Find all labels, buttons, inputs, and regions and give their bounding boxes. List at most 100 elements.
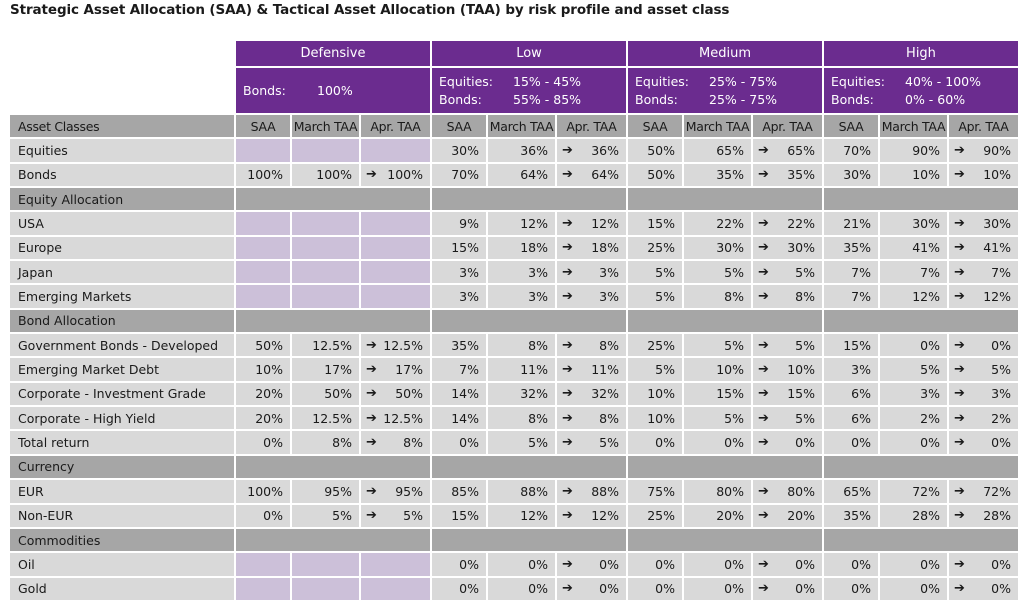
cell-value: 5% — [599, 435, 619, 451]
column-header: March TAA — [684, 115, 751, 140]
cell-value: 17% — [395, 362, 423, 378]
value-cell-march-taa: 8% — [488, 334, 555, 359]
not-applicable-cell — [292, 285, 359, 310]
table-corner-blank — [10, 68, 234, 115]
value-cell-saa: 50% — [628, 163, 682, 189]
arrow-right-icon: ➔ — [954, 386, 965, 402]
range-value: 25% - 75% — [709, 91, 778, 107]
arrow-right-icon: ➔ — [562, 483, 573, 499]
value-cell-apr-taa: ➔ 0% — [753, 431, 822, 456]
cell-value: 3% — [599, 264, 619, 280]
value-cell-saa: 0% — [824, 431, 878, 456]
cell-value: 80% — [787, 483, 815, 499]
column-header: Apr. TAA — [361, 115, 430, 140]
value-cell-apr-taa: ➔ 3% — [949, 382, 1018, 408]
arrow-right-icon: ➔ — [758, 556, 769, 572]
value-cell-march-taa: 88% — [488, 480, 555, 505]
cell-value: 2% — [991, 410, 1011, 426]
value-cell-apr-taa: ➔ 50% — [361, 382, 430, 408]
row-label: Bonds — [10, 163, 234, 189]
value-cell-march-taa: 0% — [684, 577, 751, 602]
value-cell-apr-taa: ➔ 35% — [753, 163, 822, 189]
value-cell-apr-taa: ➔ 0% — [949, 431, 1018, 456]
value-cell-saa: 5% — [628, 285, 682, 310]
arrow-right-icon: ➔ — [366, 410, 377, 426]
value-cell-march-taa: 64% — [488, 163, 555, 189]
value-cell-apr-taa: ➔ 12% — [949, 285, 1018, 310]
arrow-right-icon: ➔ — [562, 143, 573, 159]
cell-value: 8% — [599, 410, 619, 426]
profile-range-medium: Equities: 25% - 75% Bonds: 25% - 75% — [628, 68, 822, 115]
section-filler — [824, 309, 1018, 335]
not-applicable-cell — [361, 285, 430, 310]
section-filler — [236, 528, 430, 554]
profile-range-high: Equities: 40% - 100% Bonds: 0% - 60% — [824, 68, 1018, 115]
value-cell-march-taa: 2% — [880, 407, 947, 432]
arrow-right-icon: ➔ — [954, 167, 965, 183]
section-filler — [236, 455, 430, 481]
not-applicable-cell — [236, 285, 290, 310]
cell-value: 12.5% — [383, 337, 423, 353]
value-cell-march-taa: 0% — [880, 577, 947, 602]
value-cell-saa: 0% — [432, 577, 486, 602]
cell-value: 5% — [795, 264, 815, 280]
value-cell-apr-taa: ➔ 18% — [557, 236, 626, 262]
arrow-right-icon: ➔ — [562, 337, 573, 353]
range-value: 0% - 60% — [905, 91, 966, 107]
page-title: Strategic Asset Allocation (SAA) & Tacti… — [10, 2, 730, 18]
cell-value: 3% — [991, 386, 1011, 402]
cell-value: 41% — [983, 240, 1011, 256]
arrow-right-icon: ➔ — [758, 240, 769, 256]
not-applicable-cell — [361, 261, 430, 286]
section-filler — [236, 309, 430, 335]
section-filler — [824, 528, 1018, 554]
range-value: 100% — [317, 82, 353, 98]
not-applicable-cell — [236, 261, 290, 286]
cell-value: 0% — [991, 337, 1011, 353]
cell-value: 0% — [991, 435, 1011, 451]
value-cell-saa: 30% — [824, 163, 878, 189]
value-cell-march-taa: 8% — [292, 431, 359, 456]
range-key: Bonds: — [831, 91, 874, 107]
section-filler — [628, 188, 822, 213]
arrow-right-icon: ➔ — [954, 216, 965, 232]
value-cell-saa: 35% — [432, 334, 486, 359]
not-applicable-cell — [236, 577, 290, 602]
cell-value: 12% — [591, 508, 619, 524]
range-key: Bonds: — [243, 82, 286, 98]
cell-value: 30% — [787, 240, 815, 256]
cell-value: 100% — [387, 167, 423, 183]
section-label: Equity Allocation — [10, 188, 234, 213]
cell-value: 5% — [991, 362, 1011, 378]
value-cell-saa: 9% — [432, 212, 486, 237]
value-cell-apr-taa: ➔ 11% — [557, 358, 626, 383]
arrow-right-icon: ➔ — [366, 167, 377, 183]
value-cell-saa: 75% — [628, 480, 682, 505]
range-value: 40% - 100% — [905, 73, 981, 89]
value-cell-saa: 6% — [824, 407, 878, 432]
range-key: Bonds: — [439, 91, 482, 107]
value-cell-saa: 15% — [628, 212, 682, 237]
arrow-right-icon: ➔ — [562, 410, 573, 426]
cell-value: 0% — [795, 581, 815, 597]
value-cell-march-taa: 95% — [292, 480, 359, 505]
profile-range-defensive: Bonds: 100% — [236, 68, 430, 115]
value-cell-saa: 35% — [824, 504, 878, 529]
value-cell-apr-taa: ➔ 12% — [557, 504, 626, 529]
value-cell-saa: 3% — [432, 261, 486, 286]
value-cell-saa: 0% — [824, 553, 878, 578]
arrow-right-icon: ➔ — [562, 167, 573, 183]
value-cell-saa: 5% — [628, 261, 682, 286]
value-cell-march-taa: 3% — [880, 382, 947, 408]
value-cell-apr-taa: ➔ 95% — [361, 480, 430, 505]
cell-value: 7% — [991, 264, 1011, 280]
arrow-right-icon: ➔ — [562, 264, 573, 280]
value-cell-march-taa: 72% — [880, 480, 947, 505]
value-cell-apr-taa: ➔ 30% — [949, 212, 1018, 237]
value-cell-march-taa: 15% — [684, 382, 751, 408]
value-cell-march-taa: 90% — [880, 139, 947, 164]
arrow-right-icon: ➔ — [954, 289, 965, 305]
value-cell-apr-taa: ➔ 0% — [753, 577, 822, 602]
value-cell-saa: 30% — [432, 139, 486, 164]
value-cell-march-taa: 12.5% — [292, 334, 359, 359]
